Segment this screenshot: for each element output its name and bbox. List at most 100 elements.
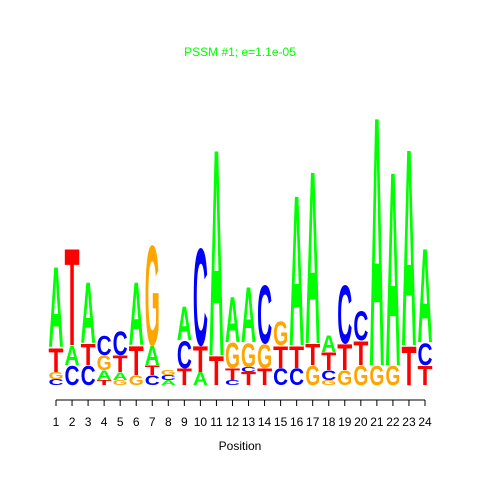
logo-letter: G (321, 379, 336, 387)
chart-title: PSSM #1; e=1.1e-05 (184, 45, 296, 59)
logo-letter: G (113, 379, 128, 387)
x-tick-label: 3 (85, 415, 92, 429)
logo-letter: T (353, 333, 368, 372)
logo-letter: T (305, 337, 320, 371)
logo-letter: C (241, 366, 256, 374)
logo-letter: A (401, 90, 416, 405)
logo-letter: A (81, 264, 96, 362)
logo-letter: A (209, 87, 224, 418)
logo-letter: G (129, 373, 144, 389)
logo-letter: G (273, 313, 288, 352)
x-axis-label: Position (219, 439, 262, 453)
logo-letter: A (241, 271, 256, 360)
logo-letter: A (418, 222, 433, 372)
logo-letter: A (49, 242, 64, 371)
logo-letter: G (97, 352, 112, 375)
logo-letter: T (193, 339, 208, 381)
logo-letter: T (321, 348, 336, 376)
logo-letter: A (161, 379, 176, 387)
logo-letter: C (257, 268, 272, 361)
x-tick-label: 9 (181, 415, 188, 429)
x-tick-label: 6 (133, 415, 140, 429)
logo-letter: G (257, 336, 272, 375)
logo-letter: C (337, 268, 352, 361)
x-tick-label: 5 (117, 415, 124, 429)
logo-letter: C (321, 368, 336, 384)
x-tick-label: 10 (194, 415, 208, 429)
logo-letter: A (385, 115, 400, 425)
x-tick-label: 12 (226, 415, 240, 429)
logo-letter: C (97, 330, 112, 361)
logo-letter: C (273, 364, 288, 390)
logo-letter: G (337, 367, 352, 390)
x-tick-label: 7 (149, 415, 156, 429)
logo-letter: T (257, 364, 272, 390)
x-tick-label: 18 (322, 415, 336, 429)
logo-letter: C (113, 323, 128, 362)
logo-letter: G (353, 360, 368, 391)
logo-letter: A (369, 42, 384, 441)
logo-letter: A (145, 340, 160, 371)
x-tick-label: 20 (354, 415, 368, 429)
logo-letter: G (369, 360, 384, 391)
logo-letter: G (225, 335, 240, 375)
x-tick-label: 15 (274, 415, 288, 429)
logo-letter: A (97, 368, 112, 384)
logo-letter: G (241, 335, 256, 374)
logo-letter: T (129, 338, 144, 384)
logo-letter: T (113, 351, 128, 377)
logo-letter: C (65, 360, 80, 391)
logo-letter: G (49, 370, 64, 381)
x-tick-label: 16 (290, 415, 304, 429)
logo-letter: C (161, 374, 176, 382)
x-tick-label: 14 (258, 415, 272, 429)
logo-letter: C (81, 360, 96, 391)
logo-letter: A (225, 283, 240, 356)
logo-letter: T (273, 339, 288, 375)
logo-letter: T (65, 219, 80, 375)
logo-letter: T (81, 337, 96, 371)
logo-letter: T (241, 369, 256, 389)
logo-letter: T (49, 340, 64, 379)
logo-letter: C (145, 373, 160, 389)
x-tick-label: 24 (418, 415, 432, 429)
logo-letter: C (353, 303, 368, 349)
logo-letter: T (225, 365, 240, 384)
logo-letter: A (321, 331, 336, 357)
logo-letter: A (113, 370, 128, 382)
logo-letter: G (385, 360, 400, 391)
x-tick-label: 23 (402, 415, 416, 429)
logo-letter: C (289, 364, 304, 390)
logo-letter: T (337, 337, 352, 379)
logo-letter: A (65, 340, 80, 371)
logo-letter: G (161, 369, 176, 377)
x-tick-label: 13 (242, 415, 256, 429)
logo-letter: A (193, 369, 208, 389)
logo-letter: G (145, 216, 160, 376)
logo-letter: C (177, 333, 192, 377)
logo-letter: A (289, 150, 304, 391)
logo-letter: A (129, 264, 144, 364)
logo-letter: T (289, 339, 304, 375)
logo-letter: T (418, 360, 433, 391)
logo-letter: T (145, 363, 160, 379)
x-tick-label: 17 (306, 415, 320, 429)
x-tick-label: 1 (53, 415, 60, 429)
logo-letter: T (401, 336, 416, 398)
x-tick-label: 11 (210, 415, 223, 429)
logo-letter: A (177, 296, 192, 350)
logo-letter: C (193, 219, 208, 375)
x-tick-label: 19 (338, 415, 352, 429)
logo-letter: G (305, 360, 320, 391)
logo-letter: A (305, 119, 320, 396)
logo-letter: C (225, 379, 240, 387)
x-tick-label: 2 (69, 415, 76, 429)
x-tick-label: 21 (370, 415, 384, 429)
logo-letter: T (209, 348, 224, 394)
logo-letter: T (177, 364, 192, 390)
x-tick-label: 22 (386, 415, 400, 429)
logo-letter: C (418, 336, 433, 372)
x-tick-label: 8 (165, 415, 172, 429)
x-tick-label: 4 (101, 415, 108, 429)
